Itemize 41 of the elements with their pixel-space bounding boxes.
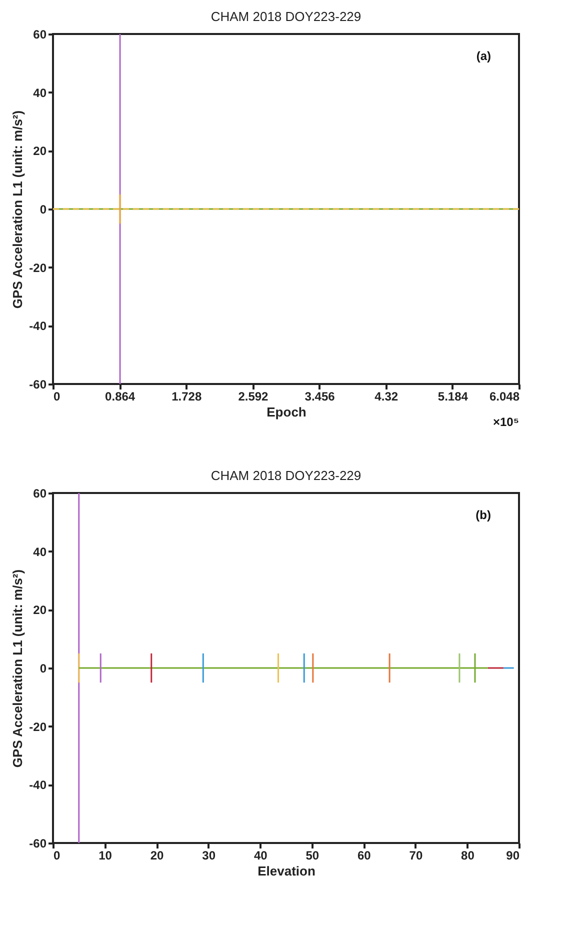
x-axis-title: Epoch — [266, 404, 306, 420]
x-tick-label: 0.864 — [105, 390, 136, 404]
x-tick-label: 60 — [357, 848, 372, 862]
y-tick-label: 40 — [33, 544, 47, 559]
y-axis-title: GPS Acceleration L1 (unit: m/s²) — [10, 569, 26, 768]
annotation: (a) — [476, 49, 491, 63]
y-tick-label: 60 — [33, 28, 47, 42]
y-tick-label: -60 — [29, 836, 47, 850]
y-tick-label: -40 — [29, 778, 47, 792]
x-tick-label: 3.456 — [304, 390, 336, 404]
y-tick-label: 40 — [33, 86, 47, 100]
y-axis-title: GPS Acceleration L1 (unit: m/s²) — [10, 110, 26, 309]
x-tick-label: 70 — [409, 848, 423, 862]
chart-title: CHAM 2018 DOY223-229 — [210, 9, 362, 24]
x-axis-title: Elevation — [258, 864, 316, 878]
x-tick-label: 0 — [54, 390, 60, 404]
x-tick-label: 6.048 — [489, 390, 520, 404]
x-tick-label: 5.184 — [438, 390, 468, 404]
y-tick-label: 20 — [33, 603, 47, 618]
x-tick-label: 30 — [202, 848, 216, 862]
y-tick-label: 0 — [40, 662, 47, 676]
x-tick-label: 2.592 — [238, 390, 269, 404]
chart-title: CHAM 2018 DOY223-229 — [210, 468, 362, 483]
y-tick-label: 20 — [33, 144, 47, 158]
x-tick-label: 80 — [461, 848, 475, 862]
y-tick-label: -20 — [29, 720, 47, 734]
x-tick-label: 1.728 — [172, 390, 202, 404]
text: ×10⁵ — [493, 415, 519, 429]
y-tick-label: -20 — [29, 260, 47, 275]
x-tick-label: 40 — [254, 848, 268, 862]
y-tick-label: 60 — [33, 486, 47, 500]
y-tick-label: 0 — [40, 202, 47, 216]
x-tick-label: 0 — [54, 848, 60, 862]
x-tick-label: 50 — [306, 848, 320, 862]
x-tick-label: 4.32 — [374, 390, 398, 404]
x-tick-label: 90 — [506, 848, 520, 862]
y-tick-label: -40 — [29, 319, 47, 334]
x-tick-label: 20 — [150, 848, 164, 862]
y-tick-label: -60 — [29, 378, 47, 392]
annotation: (b) — [476, 508, 491, 522]
x-tick-label: 10 — [98, 848, 112, 862]
